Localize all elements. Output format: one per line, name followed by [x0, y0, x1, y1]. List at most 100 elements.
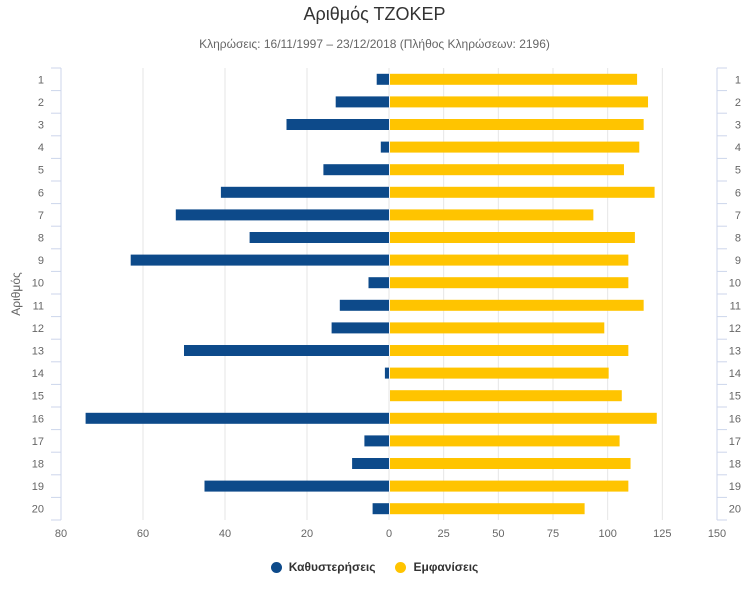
bar-delays-14 — [384, 367, 389, 379]
bar-appearances-14 — [390, 367, 609, 379]
category-label-left: 6 — [38, 187, 44, 199]
category-label-right: 15 — [729, 391, 741, 403]
chart-subtitle: Κληρώσεις: 16/11/1997 – 23/12/2018 (Πλήθ… — [199, 37, 550, 51]
legend: Καθυστερήσεις Εμφανίσεις — [0, 558, 749, 576]
category-label-left: 17 — [32, 436, 44, 448]
category-label-right: 8 — [735, 233, 741, 245]
category-label-right: 12 — [729, 323, 741, 335]
bar-delays-10 — [368, 277, 389, 289]
x-tick-label-left: 80 — [55, 528, 67, 540]
legend-item-delays[interactable]: Καθυστερήσεις — [270, 560, 376, 574]
x-tick-label-right: 75 — [547, 528, 559, 540]
category-label-right: 19 — [729, 481, 741, 493]
legend-label-delays: Καθυστερήσεις — [288, 560, 376, 574]
category-label-right: 11 — [730, 300, 741, 312]
category-label-left: 5 — [38, 165, 44, 177]
category-label-right: 1 — [735, 74, 741, 86]
bar-appearances-2 — [390, 96, 649, 108]
bar-delays-18 — [352, 458, 389, 469]
category-label-right: 18 — [729, 459, 741, 471]
category-label-left: 12 — [32, 323, 44, 335]
bar-appearances-20 — [390, 503, 585, 515]
bar-appearances-7 — [390, 209, 594, 221]
category-label-left: 1 — [38, 74, 44, 86]
bar-delays-1 — [376, 73, 389, 85]
x-tick-label-right: 100 — [598, 528, 616, 540]
category-label-left: 15 — [32, 391, 44, 403]
legend-marker-appearances — [395, 561, 407, 573]
bar-delays-9 — [130, 254, 389, 266]
bar-delays-5 — [323, 164, 389, 176]
legend-marker-delays — [270, 561, 282, 573]
bar-delays-7 — [175, 209, 389, 221]
bar-appearances-4 — [390, 141, 640, 153]
category-label-left: 14 — [32, 368, 44, 380]
category-label-right: 4 — [735, 142, 741, 154]
category-label-left: 13 — [32, 346, 44, 358]
x-tick-label-right: 150 — [708, 528, 726, 540]
category-label-right: 3 — [735, 120, 741, 132]
bar-delays-6 — [220, 186, 389, 198]
bar-delays-8 — [249, 232, 389, 243]
legend-item-appearances[interactable]: Εμφανίσεις — [395, 560, 478, 574]
category-label-left: 11 — [33, 300, 44, 312]
category-label-right: 13 — [729, 346, 741, 358]
category-label-left: 2 — [38, 97, 44, 109]
bar-appearances-12 — [390, 322, 605, 334]
bar-delays-4 — [380, 141, 389, 153]
category-label-right: 5 — [735, 165, 741, 177]
bar-appearances-5 — [390, 164, 624, 176]
category-label-left: 18 — [32, 459, 44, 471]
category-label-left: 10 — [32, 278, 44, 290]
bar-appearances-10 — [390, 277, 629, 289]
category-label-right: 9 — [735, 255, 741, 267]
category-label-left: 9 — [38, 255, 44, 267]
category-label-left: 8 — [38, 233, 44, 245]
category-label-left: 16 — [32, 413, 44, 425]
bar-delays-16 — [85, 412, 389, 424]
bar-delays-11 — [339, 299, 389, 311]
bar-appearances-13 — [390, 345, 629, 356]
x-tick-label-right: 125 — [653, 528, 671, 540]
category-label-left: 19 — [32, 481, 44, 493]
bar-appearances-8 — [390, 232, 635, 243]
bar-appearances-11 — [390, 299, 644, 311]
bar-delays-2 — [335, 96, 389, 108]
x-tick-label-left: 20 — [301, 528, 313, 540]
bar-delays-20 — [372, 503, 389, 515]
bar-appearances-6 — [390, 186, 655, 198]
bar-appearances-17 — [390, 435, 620, 447]
x-tick-label-left: 0 — [386, 528, 392, 540]
category-label-right: 2 — [735, 97, 741, 109]
bar-delays-3 — [286, 119, 389, 130]
bar-appearances-9 — [390, 254, 629, 266]
category-label-right: 10 — [729, 278, 741, 290]
bar-delays-19 — [204, 480, 389, 492]
category-label-left: 7 — [38, 210, 44, 222]
category-label-right: 17 — [729, 436, 741, 448]
x-tick-label-right: 50 — [492, 528, 504, 540]
bar-delays-12 — [331, 322, 389, 334]
x-tick-label-left: 40 — [219, 528, 231, 540]
bar-appearances-15 — [390, 390, 622, 402]
x-tick-label-left: 60 — [137, 528, 149, 540]
chart-title: Αριθμός ΤΖΟΚΕΡ — [303, 4, 446, 24]
y-axis-title: Αριθμός — [9, 272, 23, 316]
category-label-left: 20 — [32, 504, 44, 516]
category-label-right: 7 — [735, 210, 741, 222]
bar-appearances-18 — [390, 458, 631, 469]
bar-delays-13 — [184, 345, 389, 356]
bar-delays-17 — [364, 435, 389, 447]
x-tick-label-right: 25 — [438, 528, 450, 540]
category-label-right: 20 — [729, 504, 741, 516]
category-label-right: 6 — [735, 187, 741, 199]
bar-appearances-3 — [390, 119, 644, 130]
category-label-left: 3 — [38, 120, 44, 132]
bar-appearances-19 — [390, 480, 629, 492]
category-label-right: 14 — [729, 368, 741, 380]
category-label-right: 16 — [729, 413, 741, 425]
bar-appearances-16 — [390, 412, 657, 424]
category-label-left: 4 — [38, 142, 44, 154]
legend-label-appearances: Εμφανίσεις — [413, 560, 479, 574]
